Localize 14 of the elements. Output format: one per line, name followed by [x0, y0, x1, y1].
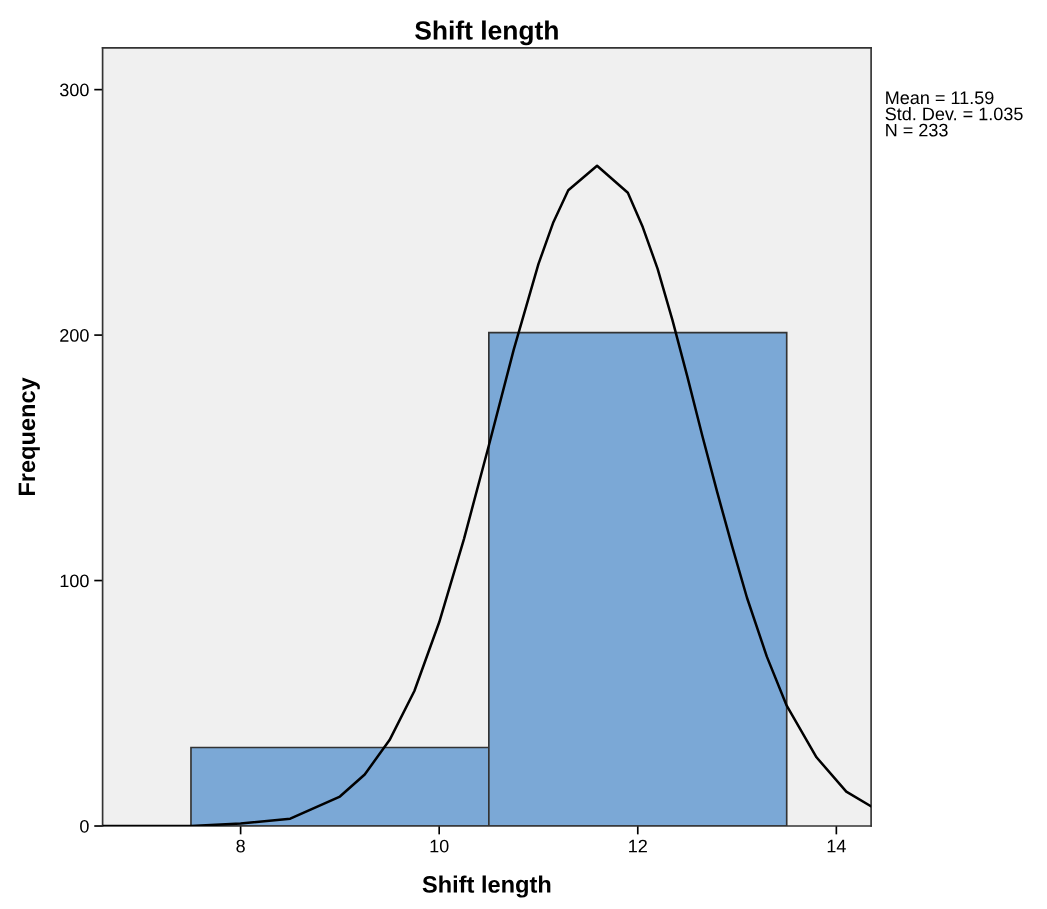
x-tick-label: 14	[827, 839, 846, 853]
y-tick-label: 100	[60, 574, 89, 588]
y-tick-label: 200	[60, 329, 89, 342]
chart-title: Shift length	[415, 20, 558, 46]
x-tick-label: 12	[629, 839, 647, 853]
text: Mean = 11.59	[886, 91, 994, 105]
text: Std. Dev. = 1.035	[885, 107, 1023, 121]
y-tick-label: 300	[59, 83, 89, 97]
y-axis-title: Frequency	[18, 377, 40, 496]
x-tick-label: 8	[236, 839, 245, 853]
x-tick-label: 10	[430, 839, 449, 853]
y-tick-label: 0	[80, 819, 89, 833]
x-axis-title: Shift length	[422, 875, 551, 898]
text: N = 233	[886, 123, 948, 137]
